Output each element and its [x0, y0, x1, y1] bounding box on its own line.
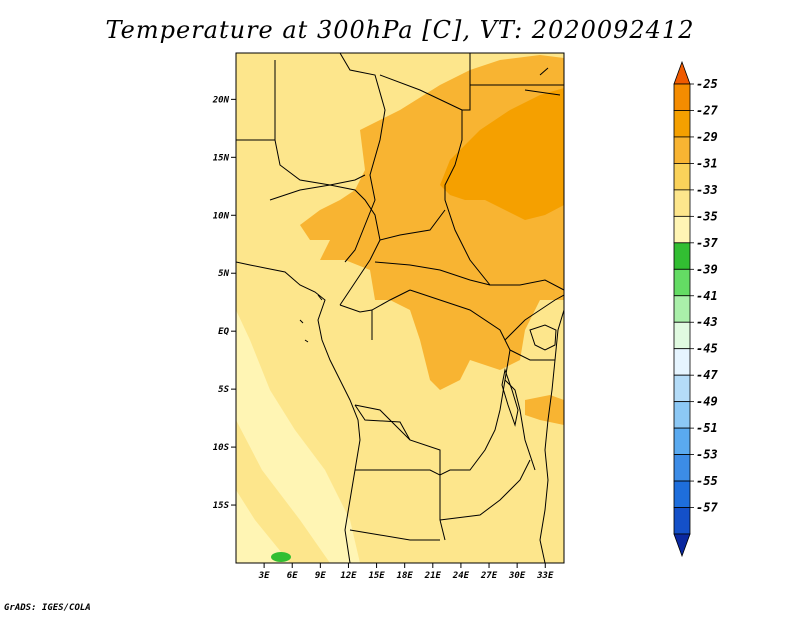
border-north-west [236, 60, 366, 186]
colorbar-swatch [673, 163, 691, 191]
colorbar-swatch [673, 454, 691, 482]
lat-tick-label: 20N [212, 95, 230, 105]
colorbar-swatch [673, 295, 691, 323]
lat-tick-label: 5N [218, 269, 229, 279]
colorbar-swatch [673, 507, 691, 535]
colorbar-bottom-arrow [673, 533, 691, 558]
border-car [374, 209, 491, 286]
border-egypt-libya [462, 53, 564, 111]
colorbar-swatch [673, 401, 691, 429]
field-spot-minus37 [271, 552, 291, 562]
colorbar-label: -53 [696, 448, 718, 462]
border-north-central [339, 53, 386, 263]
colorbar-label: -31 [696, 156, 718, 170]
field-patch-east [525, 395, 564, 425]
lon-tick-label: 27E [480, 571, 498, 581]
colorbar-swatch [673, 480, 691, 508]
colorbar-swatch [673, 268, 691, 297]
lat-tick-label: 15S [213, 501, 230, 511]
map-frame [235, 52, 565, 564]
colorbar-swatch [673, 348, 691, 376]
lon-tick-label: 18E [397, 571, 414, 581]
border-cameroon-gabon [339, 289, 411, 340]
border-drc [354, 289, 511, 476]
lon-tick-label: 21E [424, 571, 442, 581]
field-corner-sw [236, 500, 285, 563]
lat-tick-label: 10N [213, 211, 230, 221]
colorbar-label: -29 [696, 130, 718, 144]
lake-tanganyika [501, 368, 519, 427]
colorbar-label: -45 [696, 342, 718, 356]
border-zambia [439, 459, 531, 521]
colorbar-label: -43 [696, 315, 718, 329]
lat-axis: 20N 15N 10N 5N EQ 5S 10S 15S [212, 95, 236, 511]
colorbar-label: -47 [696, 368, 718, 382]
coastline-east [539, 309, 564, 563]
lat-tick-label: 15N [213, 153, 230, 163]
colorbar-label: -41 [696, 289, 718, 303]
colorbar-swatch [673, 110, 691, 138]
credit-label: GrADS: IGES/COLA [4, 603, 91, 613]
colorbar-label: -35 [696, 209, 718, 223]
colorbar-swatch [673, 374, 691, 403]
border-namibia [349, 529, 440, 541]
colorbar-swatch [673, 83, 691, 111]
lon-tick-label: 9E [315, 571, 326, 581]
country-borders [236, 53, 564, 563]
lon-axis: 3E 6E 9E 12E 15E 18E 21E 24E 27E 30E 33E [258, 563, 554, 581]
border-angola-north [354, 404, 411, 441]
coastline-west [236, 261, 361, 563]
colorbar-label: -25 [696, 77, 718, 91]
lon-tick-label: 30E [508, 571, 526, 581]
temperature-field [236, 53, 564, 563]
coast-red-sea [524, 67, 561, 96]
colorbar-label: -49 [696, 395, 718, 409]
colorbar-swatch [673, 321, 691, 350]
field-band-minus29 [440, 88, 564, 220]
colorbar-label: -51 [696, 421, 718, 435]
lake-victoria [529, 324, 557, 351]
colorbar-swatch [673, 189, 691, 217]
border-angola-zambia [355, 469, 446, 541]
plot-title: Temperature at 300hPa [C], VT: 202009241… [105, 16, 695, 44]
lon-tick-label: 33E [536, 571, 554, 581]
colorbar-label: -55 [696, 474, 718, 488]
colorbar-swatch [673, 136, 691, 164]
border-uganda-kenya [504, 294, 564, 341]
lon-tick-label: 3E [258, 571, 270, 581]
lon-tick-label: 12E [340, 571, 357, 581]
lat-tick-label: EQ [218, 327, 229, 337]
colorbar-swatch [673, 242, 691, 270]
colorbar-label: -57 [696, 501, 718, 515]
lat-tick-label: 5S [218, 385, 229, 395]
field-streak-sw [236, 420, 330, 563]
islands-gulf-guinea [299, 294, 323, 343]
colorbar-label: -27 [696, 103, 718, 117]
colorbar-label: -39 [696, 262, 718, 276]
colorbar-label: -37 [696, 236, 718, 250]
colorbar: -25 -27 -29 -31 -33 -35 -37 -39 -41 -43 -45 -47 -49 -… [673, 60, 718, 558]
colorbar-top-arrow [673, 60, 691, 85]
lon-tick-label: 24E [452, 571, 470, 581]
lon-tick-label: 15E [368, 571, 385, 581]
lat-tick-label: 10S [213, 443, 230, 453]
colorbar-swatch [673, 427, 691, 455]
colorbar-swatch [673, 215, 691, 244]
lon-tick-label: 6E [287, 571, 298, 581]
border-tanzania [504, 349, 555, 471]
colorbar-label: -33 [696, 183, 718, 197]
border-nigeria [269, 184, 381, 306]
